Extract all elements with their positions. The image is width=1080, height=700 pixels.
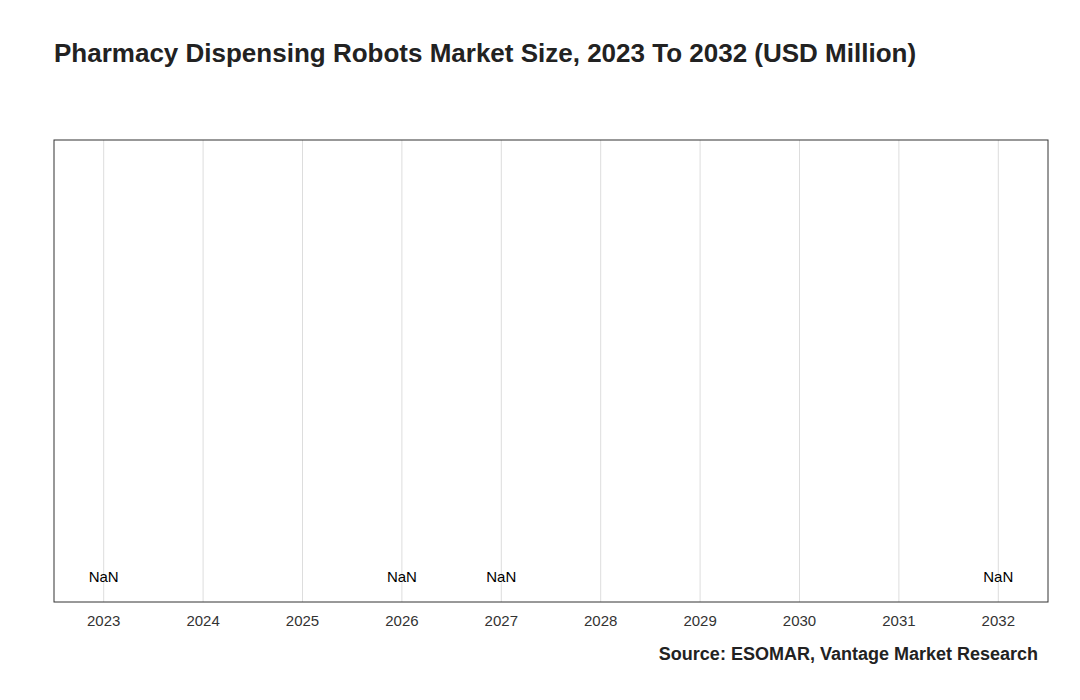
- data-label: NaN: [486, 568, 516, 585]
- x-tick-label: 2027: [485, 612, 518, 629]
- grid-line: [998, 140, 999, 602]
- data-label: NaN: [387, 568, 417, 585]
- data-labels: NaN NaN NaN NaN: [89, 568, 1014, 585]
- x-tick-label: 2025: [286, 612, 319, 629]
- grid-line: [203, 140, 204, 602]
- grid-line: [799, 140, 800, 602]
- grid-line: [898, 140, 899, 602]
- x-tick-label: 2026: [385, 612, 418, 629]
- title: Pharmacy Dispensing Robots Market Size, …: [54, 38, 916, 68]
- background: [0, 0, 1080, 700]
- x-tick-label: 2028: [584, 612, 617, 629]
- grid-line: [103, 140, 104, 602]
- x-tick-label: 2029: [683, 612, 716, 629]
- chart: Pharmacy Dispensing Robots Market Size, …: [0, 0, 1080, 700]
- grid-line: [700, 140, 701, 602]
- x-tick-label: 2023: [87, 612, 120, 629]
- x-tick-label: 2030: [783, 612, 816, 629]
- x-axis: 2023 2024 2025 2026 2027 2028 2029 2030 2031 2032: [87, 612, 1015, 629]
- x-tick-label: 2024: [186, 612, 219, 629]
- grid-line: [302, 140, 303, 602]
- data-label: NaN: [983, 568, 1013, 585]
- grid-line: [600, 140, 601, 602]
- grid: [104, 140, 999, 602]
- data-label: NaN: [89, 568, 119, 585]
- annotation: Source: ESOMAR, Vantage Market Research: [659, 644, 1038, 664]
- grid-line: [401, 140, 402, 602]
- grid-line: [501, 140, 502, 602]
- x-tick-label: 2031: [882, 612, 915, 629]
- x-tick-label: 2032: [982, 612, 1015, 629]
- plot-frame: [54, 140, 1048, 602]
